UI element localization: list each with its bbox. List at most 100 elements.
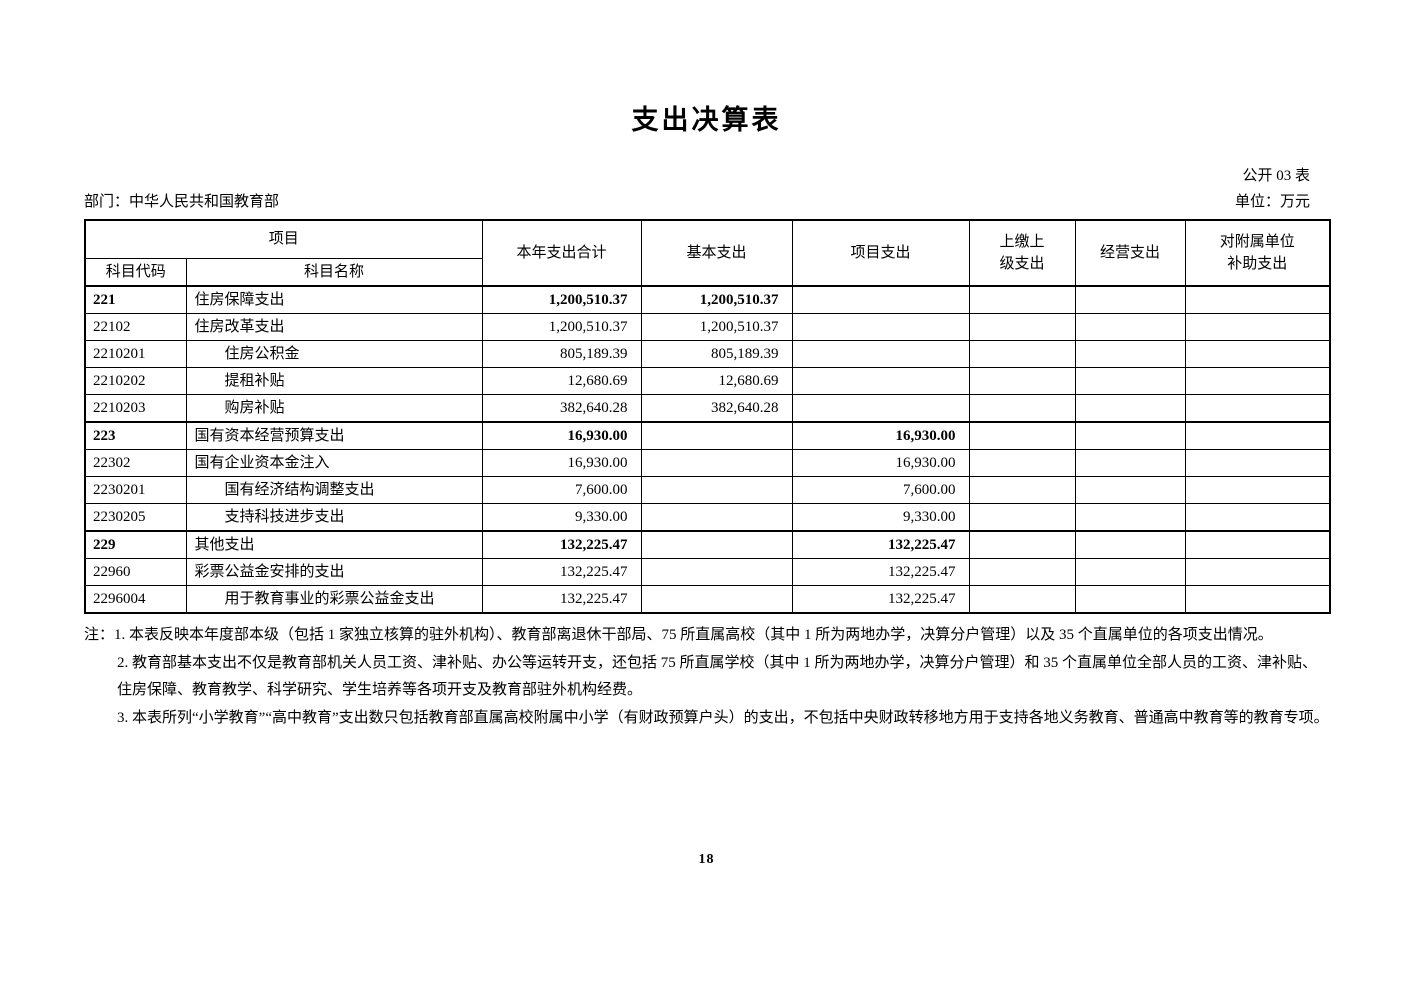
cell-project bbox=[791, 285, 970, 314]
table-row: 2210203 购房补贴 382,640.28 382,640.28 bbox=[84, 394, 1331, 423]
unit-label: 单位：万元 bbox=[1234, 194, 1310, 210]
cell-operating bbox=[1074, 394, 1186, 423]
cell-name: 国有企业资本金注入 bbox=[185, 449, 483, 477]
cell-total: 16,930.00 bbox=[481, 449, 642, 477]
cell-basic: 1,200,510.37 bbox=[640, 285, 793, 314]
header-upper-line2: 级支出 bbox=[999, 256, 1045, 272]
cell-basic bbox=[640, 558, 793, 586]
cell-project bbox=[791, 394, 970, 423]
cell-total: 1,200,510.37 bbox=[481, 313, 642, 341]
cell-subsidy bbox=[1184, 530, 1331, 559]
cell-basic: 12,680.69 bbox=[640, 367, 793, 395]
cell-subsidy bbox=[1184, 367, 1331, 395]
cell-upper bbox=[968, 530, 1076, 559]
cell-operating bbox=[1074, 503, 1186, 532]
cell-code: 223 bbox=[84, 421, 187, 450]
header-operating: 经营支出 bbox=[1074, 219, 1186, 287]
cell-name: 彩票公益金安排的支出 bbox=[185, 558, 483, 586]
cell-name: 国有资本经营预算支出 bbox=[185, 421, 483, 450]
cell-name: 用于教育事业的彩票公益金支出 bbox=[185, 585, 483, 614]
cell-name: 国有经济结构调整支出 bbox=[185, 476, 483, 504]
cell-basic: 805,189.39 bbox=[640, 340, 793, 368]
cell-subsidy bbox=[1184, 449, 1331, 477]
cell-project: 16,930.00 bbox=[791, 449, 970, 477]
cell-project: 132,225.47 bbox=[791, 558, 970, 586]
cell-total: 16,930.00 bbox=[481, 421, 642, 450]
cell-total: 1,200,510.37 bbox=[481, 285, 642, 314]
cell-project: 132,225.47 bbox=[791, 530, 970, 559]
cell-project: 16,930.00 bbox=[791, 421, 970, 450]
cell-operating bbox=[1074, 558, 1186, 586]
cell-code: 229 bbox=[84, 530, 187, 559]
cell-code: 22102 bbox=[84, 313, 187, 341]
cell-upper bbox=[968, 449, 1076, 477]
cell-operating bbox=[1074, 530, 1186, 559]
cell-basic bbox=[640, 585, 793, 614]
cell-code: 221 bbox=[84, 285, 187, 314]
cell-upper bbox=[968, 421, 1076, 450]
cell-code: 2210202 bbox=[84, 367, 187, 395]
cell-code: 2296004 bbox=[84, 585, 187, 614]
notes-section: 注：1. 本表反映本年度部本级（包括 1 家独立核算的驻外机构）、教育部离退休干… bbox=[84, 622, 1329, 732]
cell-total: 805,189.39 bbox=[481, 340, 642, 368]
cell-name: 支持科技进步支出 bbox=[185, 503, 483, 532]
header-upper: 上缴上 级支出 bbox=[968, 219, 1076, 287]
cell-operating bbox=[1074, 285, 1186, 314]
header-code: 科目代码 bbox=[84, 257, 187, 287]
cell-code: 22302 bbox=[84, 449, 187, 477]
header-subsidy: 对附属单位 补助支出 bbox=[1184, 219, 1331, 287]
header-item-group: 项目 bbox=[84, 219, 483, 259]
cell-basic: 382,640.28 bbox=[640, 394, 793, 423]
cell-project bbox=[791, 340, 970, 368]
cell-code: 2230205 bbox=[84, 503, 187, 532]
cell-project: 132,225.47 bbox=[791, 585, 970, 614]
cell-total: 12,680.69 bbox=[481, 367, 642, 395]
table-header-row-2: 科目代码 科目名称 bbox=[84, 257, 1330, 287]
header-upper-line1: 上缴上 bbox=[999, 234, 1045, 250]
cell-subsidy bbox=[1184, 285, 1331, 314]
note-item: 2. 教育部基本支出不仅是教育部机关人员工资、津补贴、办公等运转开支，还包括 7… bbox=[117, 654, 1318, 699]
cell-total: 132,225.47 bbox=[481, 558, 642, 586]
cell-basic bbox=[640, 476, 793, 504]
cell-subsidy bbox=[1184, 313, 1331, 341]
table-row: 22960 彩票公益金安排的支出 132,225.47 132,225.47 bbox=[84, 558, 1331, 586]
content-area: 支出决算表 公开 03 表 部门：中华人民共和国教育部 单位：万元 项目 本年支… bbox=[84, 105, 1332, 867]
cell-project: 7,600.00 bbox=[791, 476, 970, 504]
cell-upper bbox=[968, 476, 1076, 504]
cell-code: 22960 bbox=[84, 558, 187, 586]
cell-total: 132,225.47 bbox=[481, 585, 642, 614]
table-row: 2210201 住房公积金 805,189.39 805,189.39 bbox=[84, 340, 1331, 368]
cell-subsidy bbox=[1184, 585, 1331, 614]
cell-operating bbox=[1074, 421, 1186, 450]
cell-name: 其他支出 bbox=[185, 530, 483, 559]
table-row: 223 国有资本经营预算支出 16,930.00 16,930.00 bbox=[84, 421, 1331, 450]
table-row: 2230201 国有经济结构调整支出 7,600.00 7,600.00 bbox=[84, 476, 1331, 504]
header-name: 科目名称 bbox=[185, 257, 483, 287]
cell-upper bbox=[968, 285, 1076, 314]
cell-basic bbox=[640, 530, 793, 559]
form-label: 公开 03 表 bbox=[1242, 168, 1310, 184]
table-row: 2210202 提租补贴 12,680.69 12,680.69 bbox=[84, 367, 1331, 395]
cell-upper bbox=[968, 585, 1076, 614]
cell-upper bbox=[968, 558, 1076, 586]
cell-subsidy bbox=[1184, 421, 1331, 450]
header-total: 本年支出合计 bbox=[481, 219, 642, 287]
cell-upper bbox=[968, 367, 1076, 395]
table-header-row-1: 项目 本年支出合计 基本支出 项目支出 上缴上 级支出 经营支出 对附属单位 补… bbox=[84, 219, 1331, 287]
cell-operating bbox=[1074, 449, 1186, 477]
cell-total: 132,225.47 bbox=[481, 530, 642, 559]
cell-name: 住房改革支出 bbox=[185, 313, 483, 341]
cell-total: 7,600.00 bbox=[481, 476, 642, 504]
note-item: 3. 本表所列“小学教育”“高中教育”支出数只包括教育部直属高校附属中小学（有财… bbox=[117, 709, 1329, 726]
header-subsidy-line2: 补助支出 bbox=[1227, 256, 1288, 272]
cell-operating bbox=[1074, 340, 1186, 368]
meta-row: 部门：中华人民共和国教育部 单位：万元 bbox=[84, 192, 1329, 212]
cell-code: 2210201 bbox=[84, 340, 187, 368]
cell-subsidy bbox=[1184, 340, 1331, 368]
cell-operating bbox=[1074, 367, 1186, 395]
table-row: 229 其他支出 132,225.47 132,225.47 bbox=[84, 530, 1331, 559]
cell-name: 购房补贴 bbox=[185, 394, 483, 423]
cell-subsidy bbox=[1184, 476, 1331, 504]
page-number: 18 bbox=[698, 852, 715, 867]
